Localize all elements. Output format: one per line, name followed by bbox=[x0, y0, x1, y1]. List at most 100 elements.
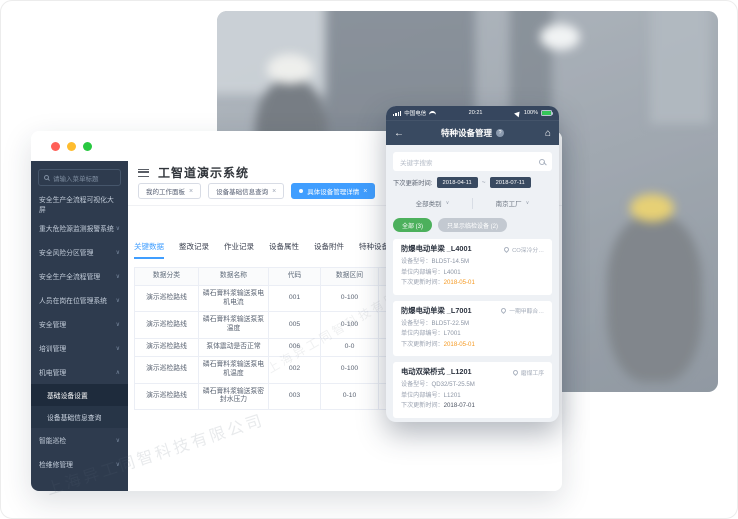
divider bbox=[472, 197, 473, 209]
category-select[interactable]: 全部类别 ∨ bbox=[393, 198, 472, 208]
close-icon[interactable]: × bbox=[189, 187, 194, 195]
cell-code: 003 bbox=[268, 382, 321, 411]
field-label: 单位内部编号： bbox=[401, 391, 444, 399]
phone-screenshot: 中国电信 20:21 100% ← 特种设备管理 ? ⌂ 关键字搜索 bbox=[386, 106, 559, 422]
chip-all[interactable]: 全部 (3) bbox=[393, 218, 433, 232]
home-icon[interactable]: ⌂ bbox=[544, 127, 551, 139]
tab-label: 具体设备管理详情 bbox=[307, 189, 360, 196]
sidebar-item-label: 安全管理 bbox=[39, 322, 67, 329]
date-range-separator: ~ bbox=[481, 179, 486, 186]
date-filter-label: 下次更新时间: bbox=[393, 180, 433, 187]
sidebar-item-label: 安全生产全流程管理 bbox=[39, 274, 101, 281]
tab-device-info-query[interactable]: 设备基础信息查询 × bbox=[208, 183, 285, 199]
date-to-button[interactable]: 2018-07-11 bbox=[489, 177, 531, 188]
cell-range: 0-100 bbox=[320, 311, 379, 340]
column-header: 数据区间 bbox=[320, 267, 379, 286]
window-zoom-button[interactable] bbox=[83, 142, 92, 151]
date-from-button[interactable]: 2018-04-11 bbox=[436, 177, 478, 188]
select-label: 南京工厂 bbox=[495, 201, 522, 208]
tab-work-records[interactable]: 作业记录 bbox=[224, 242, 254, 251]
desktop-window: 请输入菜单标题 安全生产全流程可视化大屏 重大危险源监测报警系统 ∨ 安全风险分… bbox=[31, 131, 562, 491]
cell-range: 0-100 bbox=[320, 284, 379, 313]
device-model: BLD5T-14.5M bbox=[431, 258, 470, 265]
device-card[interactable]: 防爆电动单梁 _L4001 CO深冷分… 设备型号：BLD5T-14.5M 单位… bbox=[393, 239, 552, 295]
phone-search-input[interactable]: 关键字搜索 bbox=[393, 152, 552, 171]
help-badge-icon[interactable]: ? bbox=[496, 129, 504, 137]
factory-select[interactable]: 南京工厂 ∨ bbox=[473, 198, 552, 208]
photo-blob bbox=[540, 24, 580, 50]
sidebar-subitem-device-info-query[interactable]: 设备基础信息查询 bbox=[31, 406, 128, 428]
sidebar-item-risk-zone[interactable]: 安全风险分区管理 ∨ bbox=[31, 240, 128, 264]
sidebar-item-visual-screen[interactable]: 安全生产全流程可视化大屏 bbox=[31, 192, 128, 216]
sidebar-item-personnel[interactable]: 人员在岗在位管理系统 ∨ bbox=[31, 288, 128, 312]
sidebar-item-mech-electric[interactable]: 机电管理 ∧ bbox=[31, 360, 128, 384]
device-location: CO深冷分… bbox=[512, 247, 544, 254]
cell-range: 0-10 bbox=[320, 382, 379, 411]
sidebar-item-label: 培训管理 bbox=[39, 346, 67, 353]
cell-category: 演示巡检路线 bbox=[134, 284, 199, 313]
close-icon[interactable]: × bbox=[363, 187, 368, 195]
cell-category: 演示巡检路线 bbox=[134, 355, 199, 384]
cell-name: 磷石膏料浆输送泵电机温度 bbox=[198, 355, 269, 384]
sidebar-search-input[interactable]: 请输入菜单标题 bbox=[38, 169, 121, 186]
battery-percent-label: 100% bbox=[523, 110, 538, 116]
tab-label: 设备基础信息查询 bbox=[216, 189, 269, 196]
menu-icon[interactable] bbox=[138, 168, 149, 177]
column-header: 代码 bbox=[268, 267, 321, 286]
select-label: 全部类别 bbox=[415, 201, 442, 208]
chip-inspection-only[interactable]: 只显示临检设备 (2) bbox=[438, 218, 508, 232]
sidebar-subitem-basic-device-setup[interactable]: 基础设备设置 bbox=[31, 384, 128, 406]
tab-device-attachments[interactable]: 设备附件 bbox=[314, 242, 344, 251]
chevron-down-icon: ∨ bbox=[115, 273, 120, 280]
window-minimize-button[interactable] bbox=[67, 142, 76, 151]
sidebar-item-label: 智能巡检 bbox=[39, 438, 67, 445]
device-card[interactable]: 防爆电动单梁 _L7001 一期甲醇合… 设备型号：BLD5T-22.5M 单位… bbox=[393, 300, 552, 356]
photo-blob bbox=[650, 11, 710, 124]
photo-blob bbox=[267, 54, 313, 84]
tab-my-workpanel[interactable]: 我的工作面板 × bbox=[138, 183, 202, 199]
sidebar-item-hazard-monitor[interactable]: 重大危险源监测报警系统 ∨ bbox=[31, 216, 128, 240]
sidebar-item-safety-process[interactable]: 安全生产全流程管理 ∨ bbox=[31, 264, 128, 288]
tab-device-attributes[interactable]: 设备属性 bbox=[269, 242, 299, 251]
device-title: 防爆电动单梁 _L7001 bbox=[401, 305, 472, 315]
table-row[interactable]: 演示巡检路线 磷石膏料浆输送泵泵温度 005 0-100 0-65 bbox=[134, 311, 461, 340]
column-header: 数据分类 bbox=[134, 267, 199, 286]
close-icon[interactable]: × bbox=[272, 187, 277, 195]
window-close-button[interactable] bbox=[51, 142, 60, 151]
tab-key-data[interactable]: 关键数据 bbox=[134, 241, 164, 259]
field-label: 下次更新时间： bbox=[401, 279, 444, 286]
chevron-down-icon: ∨ bbox=[525, 200, 530, 206]
field-label: 设备型号： bbox=[401, 381, 432, 388]
tab-special-device-attachments[interactable]: 特种设备附件 bbox=[359, 242, 404, 251]
cell-code: 006 bbox=[268, 338, 321, 357]
chevron-down-icon: ∨ bbox=[115, 437, 120, 444]
location-pin-icon bbox=[503, 245, 511, 253]
tab-rectification-records[interactable]: 整改记录 bbox=[179, 242, 209, 251]
tab-device-detail[interactable]: 具体设备管理详情 × bbox=[291, 183, 376, 199]
device-card[interactable]: 电动双梁桥式 _L1201 磨煤工序 设备型号：QD32/5T-25.5M 单位… bbox=[393, 362, 552, 418]
sidebar-item-training[interactable]: 培训管理 ∨ bbox=[31, 336, 128, 360]
chevron-down-icon: ∨ bbox=[115, 321, 120, 328]
app-header: 工智道演示系统 bbox=[138, 164, 249, 181]
active-dot-icon bbox=[299, 189, 304, 193]
field-label: 单位内部编号： bbox=[401, 268, 444, 276]
next-update-date: 2018-05-01 bbox=[443, 340, 475, 348]
cell-category: 演示巡检路线 bbox=[134, 338, 199, 357]
sidebar-item-smart-inspection[interactable]: 智能巡检 ∨ bbox=[31, 428, 128, 452]
sidebar-search-placeholder: 请输入菜单标题 bbox=[53, 175, 99, 183]
field-label: 设备型号： bbox=[401, 319, 432, 327]
chevron-down-icon: ∨ bbox=[115, 297, 120, 304]
sidebar-item-safety-mgmt[interactable]: 安全管理 ∨ bbox=[31, 312, 128, 336]
device-location: 一期甲醇合… bbox=[509, 309, 544, 315]
field-label: 单位内部编号： bbox=[401, 330, 444, 337]
date-filter-row: 下次更新时间: 2018-04-11 ~ 2018-07-11 bbox=[393, 177, 552, 188]
cell-code: 002 bbox=[268, 355, 321, 384]
sidebar-item-maintenance[interactable]: 检维修管理 ∨ bbox=[31, 452, 128, 476]
cell-code: 005 bbox=[268, 311, 321, 340]
chevron-down-icon: ∨ bbox=[445, 200, 450, 206]
photo-blob bbox=[607, 217, 702, 382]
back-icon[interactable]: ← bbox=[394, 127, 404, 139]
sidebar-item-label: 检维修管理 bbox=[39, 462, 73, 469]
cell-category: 演示巡检路线 bbox=[134, 311, 199, 340]
cell-name: 泵体震动是否正常 bbox=[198, 338, 269, 357]
